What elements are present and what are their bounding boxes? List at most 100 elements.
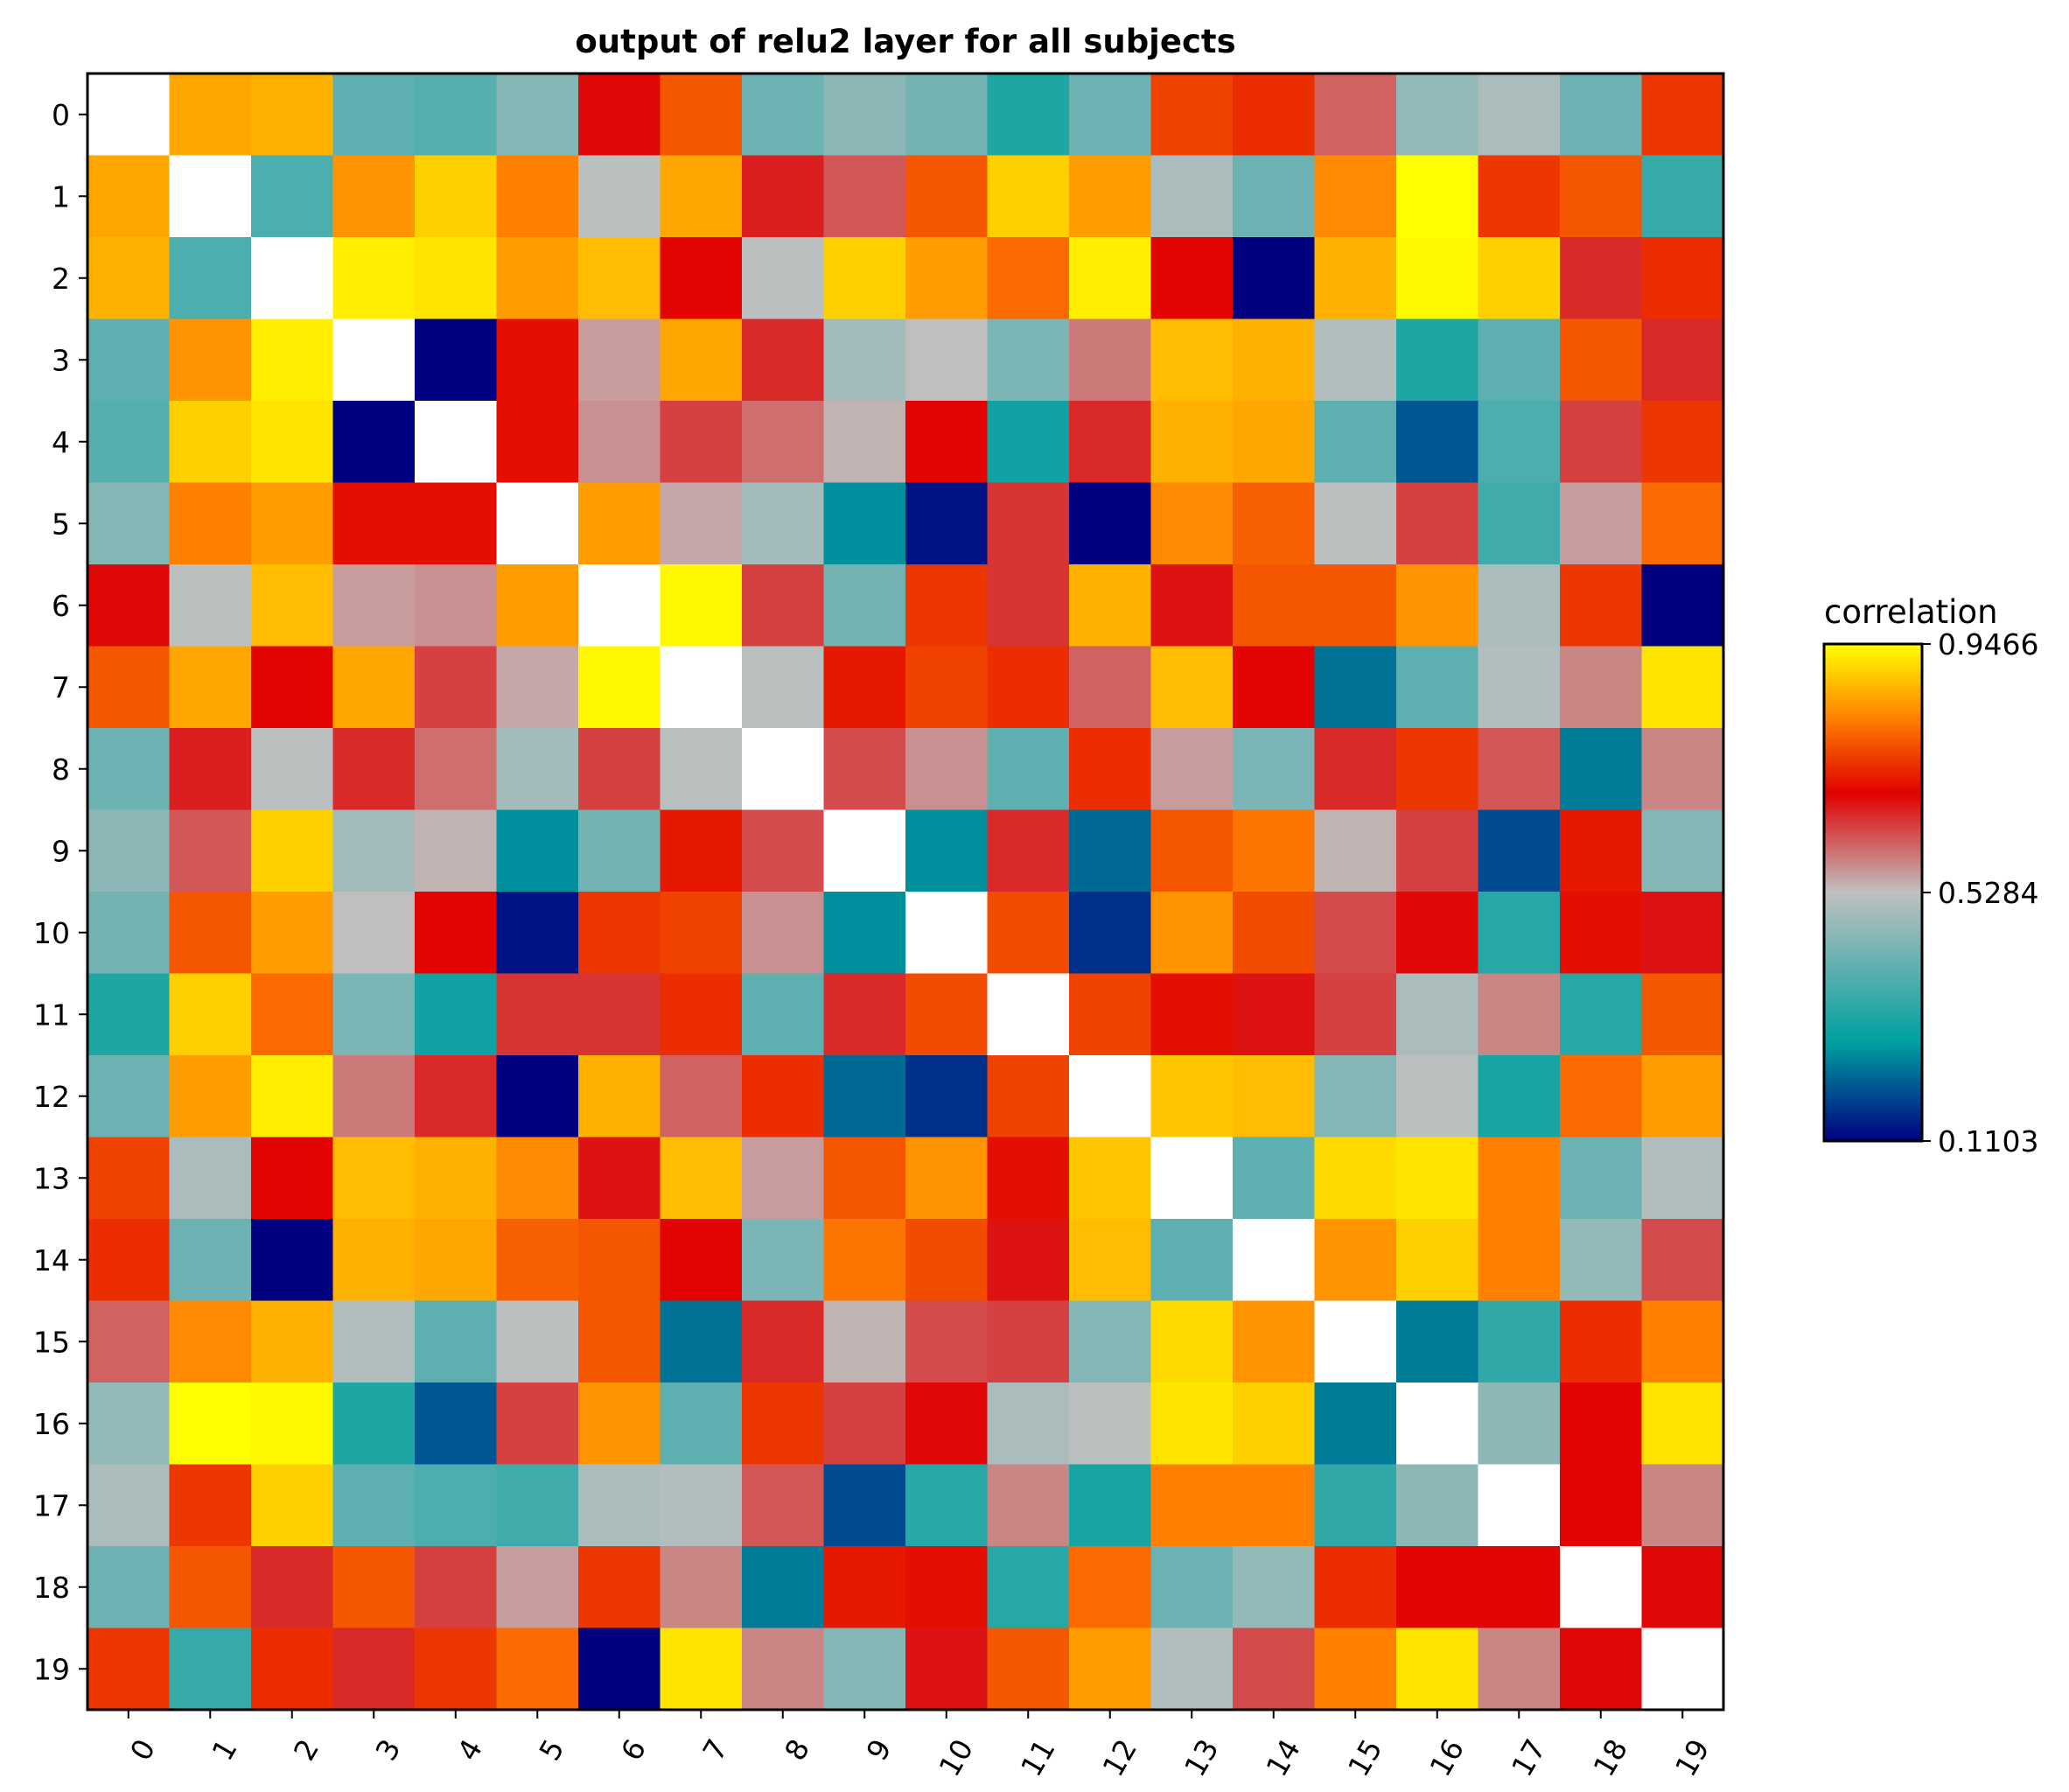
heatmap-cell-2-19 [1641, 237, 1724, 320]
chart-title: output of relu2 layer for all subjects [575, 23, 1235, 60]
heatmap-cell-14-14 [1233, 1219, 1316, 1302]
heatmap-cell-13-7 [660, 1137, 743, 1220]
heatmap-cell-11-6 [578, 973, 661, 1056]
heatmap-cell-7-14 [1233, 646, 1316, 729]
heatmap-cell-6-5 [496, 564, 579, 648]
heatmap-cell-3-13 [1150, 318, 1234, 402]
heatmap-cell-2-12 [1069, 237, 1152, 320]
heatmap-cell-0-8 [742, 74, 825, 157]
heatmap-cell-14-5 [496, 1219, 579, 1302]
heatmap-cell-10-7 [660, 892, 743, 975]
heatmap-cell-6-16 [1396, 564, 1479, 648]
heatmap-cell-16-4 [415, 1382, 498, 1466]
heatmap-cell-0-18 [1560, 74, 1643, 157]
y-tick-label: 6 [52, 589, 70, 623]
heatmap-cell-13-15 [1314, 1137, 1397, 1220]
heatmap-cell-7-15 [1314, 646, 1397, 729]
y-tick-label: 8 [52, 752, 70, 787]
heatmap-cell-10-11 [987, 892, 1070, 975]
heatmap-cell-2-3 [332, 237, 416, 320]
heatmap-cell-7-8 [742, 646, 825, 729]
y-tick-label: 13 [33, 1161, 70, 1195]
heatmap-cell-6-0 [87, 564, 171, 648]
heatmap-cell-11-0 [87, 973, 171, 1056]
heatmap-cell-3-19 [1641, 318, 1724, 402]
heatmap-cell-15-12 [1069, 1300, 1152, 1383]
heatmap-cell-7-5 [496, 646, 579, 729]
heatmap-cell-18-10 [905, 1546, 989, 1629]
heatmap-cell-2-11 [987, 237, 1070, 320]
x-tick-label: 7 [695, 1733, 734, 1767]
heatmap-cell-9-12 [1069, 809, 1152, 892]
heatmap-cell-15-8 [742, 1300, 825, 1383]
heatmap-cell-12-10 [905, 1055, 989, 1138]
heatmap-cell-16-9 [823, 1382, 906, 1466]
colorbar-tick-label: 0.5284 [1938, 876, 2038, 910]
x-tick-label: 6 [614, 1733, 653, 1767]
colorbar-title: correlation [1824, 593, 1998, 631]
heatmap-cell-11-1 [169, 973, 252, 1056]
heatmap-cell-7-17 [1478, 646, 1561, 729]
heatmap-cell-4-7 [660, 401, 743, 484]
x-tick-label: 1 [205, 1733, 243, 1767]
heatmap-cell-5-10 [905, 482, 989, 565]
heatmap-cell-18-18 [1560, 1546, 1643, 1629]
heatmap-cell-10-13 [1150, 892, 1234, 975]
heatmap-cell-13-17 [1478, 1137, 1561, 1220]
x-axis: 0 1 2 3 4 5 6 7 8 9 10 11 12 13 14 15 16 17 18 19 [123, 1710, 1716, 1782]
heatmap-cell-6-12 [1069, 564, 1152, 648]
heatmap-cell-12-14 [1233, 1055, 1316, 1138]
heatmap-cell-6-14 [1233, 564, 1316, 648]
heatmap-cell-4-17 [1478, 401, 1561, 484]
heatmap-cell-2-2 [251, 237, 334, 320]
x-tick-label: 8 [778, 1733, 816, 1767]
x-tick-label: 3 [368, 1733, 407, 1767]
heatmap-cell-3-7 [660, 318, 743, 402]
heatmap-cell-0-19 [1641, 74, 1724, 157]
heatmap-cell-1-0 [87, 155, 171, 238]
heatmap-cell-5-9 [823, 482, 906, 565]
heatmap-cell-17-12 [1069, 1464, 1152, 1547]
heatmap-cell-19-17 [1478, 1628, 1561, 1711]
heatmap-cell-14-4 [415, 1219, 498, 1302]
heatmap-cell-9-14 [1233, 809, 1316, 892]
heatmap-cell-5-8 [742, 482, 825, 565]
heatmap-cell-8-17 [1478, 728, 1561, 811]
heatmap-cell-19-18 [1560, 1628, 1643, 1711]
heatmap-cell-5-0 [87, 482, 171, 565]
heatmap-cell-18-14 [1233, 1546, 1316, 1629]
heatmap-cell-1-18 [1560, 155, 1643, 238]
heatmap-cell-1-2 [251, 155, 334, 238]
heatmap-cell-0-14 [1233, 74, 1316, 157]
heatmap-cell-8-19 [1641, 728, 1724, 811]
heatmap-cell-1-7 [660, 155, 743, 238]
x-tick-label: 11 [1014, 1733, 1062, 1782]
heatmap-cell-5-19 [1641, 482, 1724, 565]
heatmap-cell-19-11 [987, 1628, 1070, 1711]
heatmap-cell-0-0 [87, 74, 171, 157]
heatmap-cell-11-9 [823, 973, 906, 1056]
heatmap-cell-11-11 [987, 973, 1070, 1056]
heatmap-cell-13-12 [1069, 1137, 1152, 1220]
heatmap-cell-16-3 [332, 1382, 416, 1466]
heatmap-cell-18-12 [1069, 1546, 1152, 1629]
heatmap-cell-10-18 [1560, 892, 1643, 975]
heatmap-cell-17-16 [1396, 1464, 1479, 1547]
heatmap-cell-6-8 [742, 564, 825, 648]
heatmap-cell-15-19 [1641, 1300, 1724, 1383]
heatmap-cell-7-18 [1560, 646, 1643, 729]
heatmap-cell-6-1 [169, 564, 252, 648]
heatmap-cell-15-9 [823, 1300, 906, 1383]
heatmap-cell-15-17 [1478, 1300, 1561, 1383]
heatmap-cell-0-5 [496, 74, 579, 157]
heatmap-cell-16-6 [578, 1382, 661, 1466]
heatmap-cell-10-17 [1478, 892, 1561, 975]
heatmap-cell-13-8 [742, 1137, 825, 1220]
heatmap-cell-6-11 [987, 564, 1070, 648]
heatmap-cell-8-3 [332, 728, 416, 811]
heatmap-cell-2-7 [660, 237, 743, 320]
heatmap-cell-6-6 [578, 564, 661, 648]
heatmap-cell-1-10 [905, 155, 989, 238]
heatmap-cell-13-6 [578, 1137, 661, 1220]
heatmap-cell-11-16 [1396, 973, 1479, 1056]
